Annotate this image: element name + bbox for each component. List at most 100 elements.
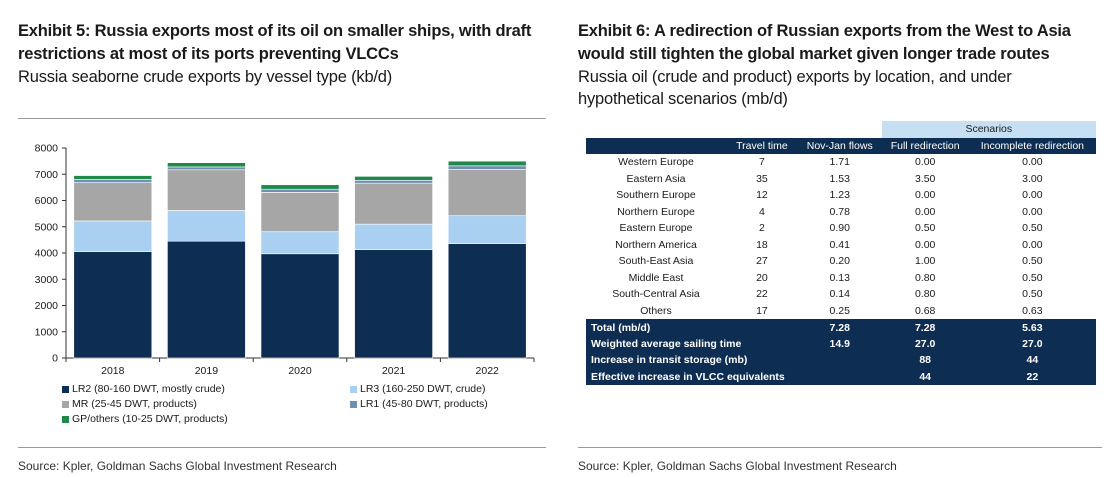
- value-cell: 0.50: [1022, 288, 1043, 301]
- bar-segment-lr1-2018: [73, 179, 153, 183]
- bar-segment-lr1-2020: [260, 188, 340, 193]
- bar-segment-gp-others-2018: [73, 175, 153, 180]
- total-label-cell: Increase in transit storage (mb): [586, 352, 798, 369]
- location-cell: Others: [586, 302, 726, 320]
- total-value-cell: 27.0: [881, 335, 969, 352]
- header-cell: Incomplete redirection: [968, 137, 1096, 154]
- exhibit-6-title: Exhibit 6: A redirection of Russian expo…: [578, 22, 1071, 63]
- value-cell: 1.23: [829, 189, 850, 202]
- total-value-cell: 44: [881, 368, 969, 385]
- value-cell: 2: [759, 222, 765, 235]
- exhibit-5-title: Exhibit 5: Russia exports most of its oi…: [18, 22, 532, 63]
- bar-segment-lr2-2020: [260, 253, 340, 359]
- x-tick-label: 2018: [101, 365, 125, 377]
- y-tick-label: 7000: [35, 169, 59, 181]
- legend-label: GP/others (10-25 DWT, products): [72, 413, 228, 425]
- bar-segment-lr1-2021: [354, 179, 433, 184]
- legend-item: LR3 (160-250 DWT, crude): [350, 383, 485, 395]
- exhibit-6-subtitle: Russia oil (crude and product) exports b…: [578, 68, 1012, 108]
- value-cell: 0.00: [1022, 189, 1043, 202]
- y-tick-label: 5000: [35, 221, 59, 233]
- value-cell: 0.80: [914, 288, 936, 301]
- bar-segment-lr3-2021: [354, 223, 433, 250]
- value-cell: 12: [756, 189, 768, 202]
- value-cell: 0.25: [797, 302, 882, 320]
- bar-segment-gp-others-2021: [354, 176, 433, 181]
- value-cell: 22: [756, 288, 768, 301]
- legend-swatch: [62, 415, 69, 423]
- legend-label: LR3 (160-250 DWT, crude): [360, 383, 486, 395]
- y-tick-label: 4000: [35, 248, 59, 260]
- legend-item: MR (25-45 DWT, products): [62, 398, 197, 410]
- scenarios-header: Scenarios: [881, 121, 1096, 138]
- bar-segment-mr-2022: [447, 169, 527, 217]
- legend-swatch: [350, 385, 357, 393]
- bar-segment-lr3-2019: [167, 210, 246, 242]
- x-tick-label: 2019: [195, 365, 219, 377]
- value-cell: 1.71: [829, 156, 850, 169]
- table-row: South-Central Asia 22 0.14 0.80 0.50: [586, 286, 1096, 303]
- bar-segment-gp-others-2019: [167, 162, 246, 168]
- total-value-cell: 14.9: [797, 335, 882, 352]
- exhibit-5-source: Source: Kpler, Goldman Sachs Global Inve…: [18, 459, 337, 473]
- header-cell: Travel time: [726, 137, 798, 154]
- value-cell: 1.53: [829, 172, 850, 185]
- table-row: Eastern Europe 2 0.90 0.50 0.50: [586, 220, 1096, 237]
- bottom-divider: [578, 447, 1102, 448]
- value-cell: 0.50: [1022, 271, 1043, 284]
- exports-table: Scenarios Travel time Nov-Jan flows Full…: [586, 121, 1096, 385]
- exhibit-6-panel: Exhibit 6: A redirection of Russian expo…: [578, 0, 1102, 477]
- bar-segment-mr-2020: [260, 192, 340, 233]
- value-cell: 35: [756, 172, 768, 185]
- table-row: Western Europe 7 1.71 0.00 0.00: [586, 154, 1096, 171]
- bar-segment-lr3-2018: [73, 220, 153, 252]
- top-divider: [18, 118, 546, 119]
- value-cell: 0.50: [1022, 255, 1043, 268]
- total-label-cell: Weighted average sailing time: [586, 335, 798, 352]
- location-cell: Northern America: [615, 238, 697, 251]
- y-tick-label: 0: [52, 353, 58, 365]
- location-cell: Middle East: [628, 271, 684, 284]
- total-value-cell: 27.0: [968, 335, 1096, 352]
- total-value-cell: 5.63: [968, 319, 1096, 336]
- y-tick-label: 3000: [35, 274, 59, 286]
- value-cell: 3.50: [914, 172, 936, 185]
- bar-segment-lr2-2018: [73, 251, 153, 359]
- value-cell: 0.20: [829, 255, 850, 268]
- value-cell: 0.78: [829, 205, 850, 218]
- table-total-row: Effective increase in VLCC equivalents 44…: [586, 368, 1096, 385]
- value-cell: 18: [756, 238, 768, 251]
- location-cell: Southern Europe: [616, 189, 696, 202]
- value-cell: 0.90: [829, 222, 850, 235]
- legend-swatch: [350, 400, 357, 408]
- location-cell: Western Europe: [618, 156, 694, 169]
- legend-label: LR2 (80-160 DWT, mostly crude): [72, 383, 225, 395]
- bottom-divider: [18, 447, 546, 448]
- total-value-cell: [797, 352, 882, 369]
- x-tick-label: 2022: [476, 365, 500, 377]
- header-cell: Full redirection: [881, 137, 969, 154]
- bar-segment-lr2-2021: [354, 249, 433, 359]
- bar-segment-gp-others-2020: [260, 184, 340, 190]
- total-value-cell: 7.28: [797, 319, 882, 336]
- value-cell: 0.00: [914, 238, 936, 251]
- value-cell: 17: [726, 302, 798, 320]
- stacked-bar-chart: 0 1000 2000 3000 4000 5000 6000 7000 8000 2018 201…: [35, 143, 535, 377]
- table-total-row: Total (mb/d) 7.28 7.28 5.63: [586, 319, 1096, 336]
- bar-segment-mr-2019: [167, 169, 246, 211]
- total-value-cell: 88: [881, 352, 969, 369]
- table-header-row: Travel time Nov-Jan flows Full redirecti…: [586, 137, 1096, 154]
- legend-swatch: [62, 385, 69, 393]
- bar-segment-lr1-2019: [167, 166, 246, 171]
- total-label-cell: Effective increase in VLCC equivalents: [586, 368, 798, 385]
- bar-segment-lr2-2019: [167, 240, 246, 359]
- value-cell: 0.00: [1022, 156, 1043, 169]
- table-total-row: Weighted average sailing time 14.9 27.0 27.…: [586, 335, 1096, 352]
- value-cell: 3.00: [1022, 172, 1043, 185]
- table-total-row: Increase in transit storage (mb) 88 44: [586, 352, 1096, 369]
- value-cell: 0.00: [914, 156, 936, 169]
- value-cell: 0.00: [1022, 205, 1043, 218]
- legend-item: GP/others (10-25 DWT, products): [62, 413, 228, 425]
- exhibit-6-source: Source: Kpler, Goldman Sachs Global Inve…: [578, 459, 897, 473]
- legend-swatch: [62, 400, 69, 408]
